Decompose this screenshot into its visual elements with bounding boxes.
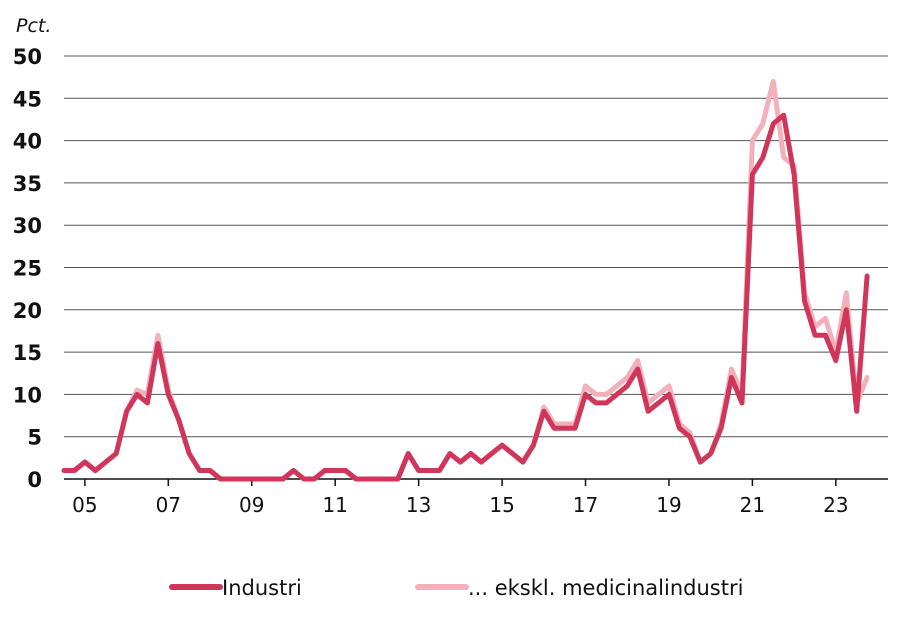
x-tick-label: 21	[740, 493, 765, 517]
series-line-industri	[61, 112, 870, 482]
x-tick-label: 09	[239, 493, 264, 517]
series-lines	[61, 78, 870, 482]
legend: Industri ... ekskl. medicinalindustri	[169, 576, 743, 600]
x-tick-label: 23	[823, 493, 848, 517]
x-axis-ticks: 05 07 09 11 13 15 17 19 21 23	[72, 479, 849, 517]
x-tick-label: 13	[406, 493, 431, 517]
y-tick-label: 5	[27, 426, 42, 450]
y-tick-label: 50	[13, 45, 42, 69]
y-tick-label: 30	[13, 214, 42, 238]
x-tick-label: 07	[156, 493, 181, 517]
y-tick-label: 0	[27, 468, 42, 492]
y-tick-label: 45	[13, 87, 42, 111]
x-tick-label: 19	[656, 493, 681, 517]
y-tick-label: 20	[13, 299, 42, 323]
y-tick-label: 25	[13, 257, 42, 281]
x-tick-label: 05	[72, 493, 97, 517]
y-tick-label: 15	[13, 341, 42, 365]
gridlines	[64, 55, 888, 438]
x-tick-label: 11	[322, 493, 347, 517]
legend-label-ekskl-medicinalindustri: ... ekskl. medicinalindustri	[468, 576, 743, 600]
y-tick-label: 40	[13, 130, 42, 154]
y-axis-unit-label: Pct.	[16, 15, 51, 37]
x-tick-label: 17	[573, 493, 598, 517]
x-tick-label: 15	[489, 493, 514, 517]
y-axis-ticks: 0 5 10 15 20 25 30 35 40 45 50	[13, 45, 42, 492]
y-tick-label: 10	[13, 383, 42, 407]
y-tick-label: 35	[13, 172, 42, 196]
legend-label-industri: Industri	[222, 576, 302, 600]
